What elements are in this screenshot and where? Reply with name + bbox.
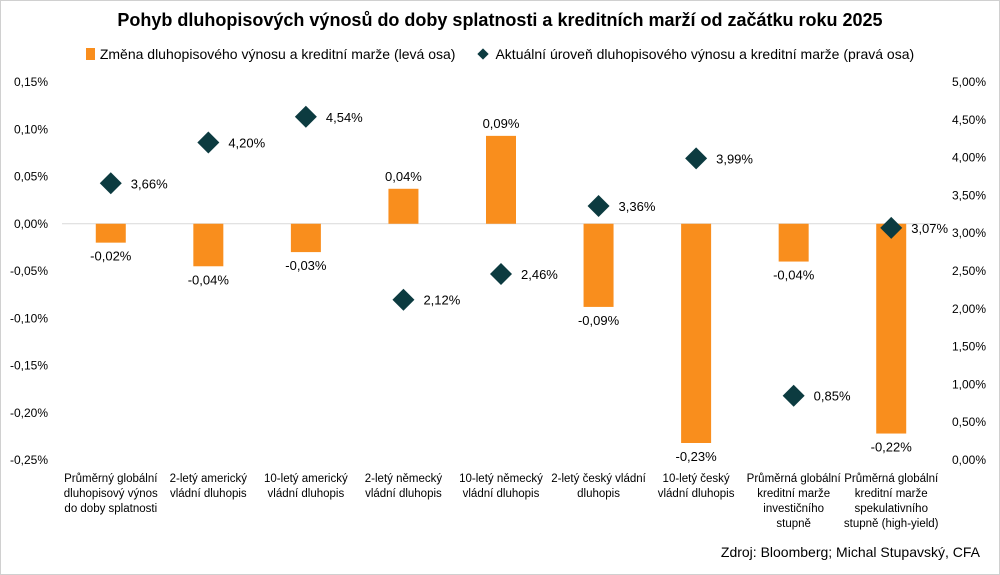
bar	[290, 223, 321, 253]
legend-item-diamonds: Aktuální úroveň dluhopisového výnosu a k…	[477, 46, 915, 62]
diamond-data-label: 3,99%	[716, 151, 753, 166]
bar-data-label: -0,22%	[871, 440, 913, 455]
legend-bar-swatch	[85, 48, 95, 60]
bar-data-label: -0,02%	[90, 249, 132, 264]
category-label-line: Průměrný globální	[64, 473, 158, 485]
diamond-data-label: 0,85%	[814, 389, 851, 404]
diamond-marker	[587, 194, 610, 217]
diamond-data-label: 3,66%	[131, 176, 168, 191]
diamond-data-label: 2,46%	[521, 267, 558, 282]
legend-label-diamonds: Aktuální úroveň dluhopisového výnosu a k…	[495, 46, 915, 62]
category-label-line: dluhopis	[577, 488, 620, 500]
right-axis-tick-label: 4,50%	[952, 113, 986, 127]
bar-data-label: -0,04%	[188, 272, 230, 287]
category-label: Průměrná globální kreditní marže spekulati…	[844, 473, 939, 530]
diamond-marker	[197, 131, 220, 154]
category-label-line: vládní dluhopis	[268, 488, 345, 500]
left-axis-tick-label: 0,05%	[14, 170, 48, 184]
category-label-line: vládní dluhopis	[170, 488, 247, 500]
diamond-data-label: 3,36%	[619, 199, 656, 214]
right-axis-tick-label: 2,50%	[952, 264, 986, 278]
category-label: Průměrná globální kreditní marže investičn…	[747, 473, 842, 530]
category-label-line: Průměrná globální	[844, 473, 939, 485]
category-label-line: 10-letý německý	[459, 473, 543, 485]
bar	[583, 223, 614, 307]
category-label: 10-letý americký vládní dluhopis	[264, 473, 348, 500]
diamond-marker	[294, 105, 317, 128]
category-label: 10-letý německý vládní dluhopis	[459, 473, 543, 500]
category-label-line: do doby splatnosti	[64, 503, 157, 515]
category-label-line: 2-letý americký	[170, 473, 248, 485]
left-axis-tick-label: 0,00%	[14, 217, 48, 231]
bar	[778, 223, 809, 262]
right-axis-tick-label: 0,00%	[952, 453, 986, 467]
diamond-marker	[782, 384, 805, 407]
diamond-marker	[392, 288, 415, 311]
legend-item-bars: Změna dluhopisového výnosu a kreditní ma…	[85, 46, 456, 62]
category-label-line: 2-letý český vládní	[551, 473, 646, 485]
bar-data-label: 0,09%	[483, 116, 520, 131]
bar	[388, 188, 419, 224]
category-label-line: Průměrná globální	[747, 473, 842, 485]
category-label-line: 10-letý český	[663, 473, 730, 485]
left-axis-tick-label: -0,10%	[10, 311, 48, 325]
bar-data-label: -0,23%	[676, 449, 718, 464]
category-label-line: stupně	[776, 518, 811, 530]
category-label-line: dluhopisový výnos	[64, 488, 158, 500]
category-label: 2-letý americký vládní dluhopis	[170, 473, 248, 500]
bar	[681, 223, 712, 443]
diamond-marker	[685, 147, 708, 170]
category-label-line: kreditní marže	[855, 488, 928, 500]
right-axis-tick-label: 3,50%	[952, 188, 986, 202]
diamond-data-label: 2,12%	[423, 293, 460, 308]
chart-title: Pohyb dluhopisových výnosů do doby splat…	[117, 10, 883, 30]
source-note: Zdroj: Bloomberg; Michal Stupavský, CFA	[720, 544, 980, 560]
right-axis-tick-label: 3,00%	[952, 226, 986, 240]
right-axis-tick-label: 1,50%	[952, 340, 986, 354]
category-label-line: stupně (high-yield)	[844, 518, 939, 530]
bar-data-label: -0,09%	[578, 313, 620, 328]
diamond-data-label: 4,20%	[228, 135, 265, 150]
category-label-line: kreditní marže	[757, 488, 830, 500]
category-label-line: vládní dluhopis	[658, 488, 735, 500]
category-label: 10-letý český vládní dluhopis	[658, 473, 735, 500]
right-axis-tick-label: 1,00%	[952, 377, 986, 391]
category-label-line: vládní dluhopis	[463, 488, 540, 500]
left-axis-tick-label: 0,15%	[14, 75, 48, 89]
category-label-line: investičního	[763, 503, 824, 515]
diamond-data-label: 3,07%	[911, 221, 948, 236]
bar	[193, 223, 224, 267]
diamond-marker	[880, 216, 903, 239]
right-axis-tick-label: 2,00%	[952, 302, 986, 316]
left-axis-tick-label: 0,10%	[14, 122, 48, 136]
left-axis-tick-label: -0,05%	[10, 264, 48, 278]
bar	[876, 223, 907, 434]
category-label-line: 10-letý americký	[264, 473, 348, 485]
diamond-marker	[99, 172, 122, 195]
diamond-marker	[490, 263, 512, 286]
bar	[95, 223, 126, 243]
right-axis-tick-label: 0,50%	[952, 415, 986, 429]
category-label: 2-letý český vládní dluhopis	[551, 473, 646, 500]
category-label-line: 2-letý německý	[365, 473, 443, 485]
chart-legend: Změna dluhopisového výnosu a kreditní ma…	[0, 46, 1000, 62]
bar-data-label: -0,03%	[285, 258, 327, 273]
category-label: Průměrný globální dluhopisový výnos do dob…	[64, 473, 158, 515]
category-label: 2-letý německý vládní dluhopis	[365, 473, 443, 500]
right-axis-tick-label: 4,00%	[952, 151, 986, 165]
left-axis-tick-label: -0,20%	[10, 406, 48, 420]
bar-data-label: 0,04%	[385, 169, 422, 184]
legend-label-bars: Změna dluhopisového výnosu a kreditní ma…	[99, 46, 456, 62]
bar-data-label: -0,04%	[773, 268, 815, 283]
right-axis-tick-label: 5,00%	[952, 75, 986, 89]
left-axis-tick-label: -0,25%	[10, 453, 48, 467]
diamond-data-label: 4,54%	[326, 110, 363, 125]
category-label-line: spekulativního	[854, 503, 928, 515]
category-label-line: vládní dluhopis	[365, 488, 442, 500]
bar	[486, 135, 516, 224]
left-axis-tick-label: -0,15%	[10, 359, 48, 373]
